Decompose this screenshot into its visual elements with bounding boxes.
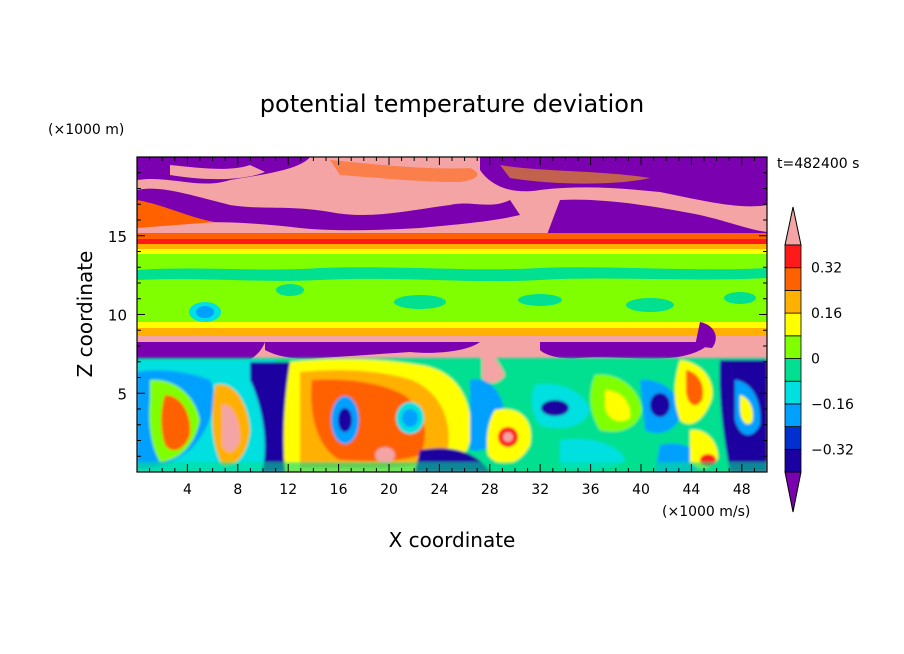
y-axis-label: Z coordinate — [73, 251, 97, 378]
colorbar-segment — [785, 336, 801, 359]
x-tick-label: 20 — [380, 482, 398, 498]
chart-title: potential temperature deviation — [260, 90, 644, 118]
x-tick-label: 12 — [279, 482, 297, 498]
colorbar-segment — [785, 427, 801, 450]
colorbar: 0.32 0.16 0 −0.16 −0.32 — [785, 207, 854, 512]
y-tick-label: 5 — [117, 385, 127, 403]
y-tick-label: 15 — [108, 228, 127, 246]
colorbar-tick-label: −0.32 — [811, 442, 854, 458]
colorbar-tick-label: 0.16 — [811, 306, 842, 322]
x-tick-label: 8 — [233, 482, 242, 498]
x-axis-label: X coordinate — [389, 528, 516, 552]
y-tick-label: 10 — [108, 307, 127, 325]
colorbar-segment — [785, 313, 801, 336]
colorbar-segment — [785, 381, 801, 404]
colorbar-extend-low — [785, 472, 801, 512]
colorbar-tick-label: 0 — [811, 352, 820, 368]
colorbar-segment — [785, 449, 801, 472]
x-tick-label: 32 — [531, 482, 549, 498]
time-label: t=482400 s — [777, 156, 859, 172]
colorbar-segment — [785, 268, 801, 291]
x-tick-label: 44 — [682, 482, 700, 498]
x-tick-label: 28 — [481, 482, 499, 498]
x-tick-label: 24 — [430, 482, 448, 498]
x-tick-label: 48 — [733, 482, 751, 498]
colorbar-segment — [785, 359, 801, 382]
x-unit-label: (×1000 m/s) — [662, 504, 750, 520]
colorbar-segment — [785, 245, 801, 268]
colorbar-extend-high — [785, 207, 801, 245]
x-tick-label: 4 — [183, 482, 192, 498]
colorbar-tick-label: −0.16 — [811, 397, 854, 413]
x-tick-label: 40 — [632, 482, 650, 498]
x-tick-label: 36 — [582, 482, 600, 498]
colorbar-segment — [785, 404, 801, 427]
y-unit-label: (×1000 m) — [48, 122, 124, 138]
heatmap-field — [137, 157, 767, 472]
colorbar-tick-label: 0.32 — [811, 261, 842, 277]
colorbar-segment — [785, 290, 801, 313]
x-tick-label: 16 — [330, 482, 348, 498]
